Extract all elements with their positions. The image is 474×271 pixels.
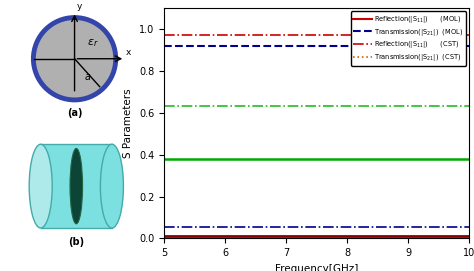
Legend: Reflection(|S$_{11}$|)      (MOL), Transmission(|S$_{21}$|)  (MOL), Reflection(|: Reflection(|S$_{11}$|) (MOL), Transmissi… bbox=[351, 11, 466, 66]
Text: (a): (a) bbox=[67, 108, 82, 118]
Ellipse shape bbox=[70, 149, 82, 224]
Text: a: a bbox=[85, 72, 91, 82]
Text: $\varepsilon_r$: $\varepsilon_r$ bbox=[87, 37, 99, 49]
X-axis label: Frequency[GHz]: Frequency[GHz] bbox=[275, 264, 358, 271]
Ellipse shape bbox=[29, 144, 52, 228]
Ellipse shape bbox=[100, 144, 123, 228]
Y-axis label: S Parameters: S Parameters bbox=[123, 89, 133, 158]
Circle shape bbox=[35, 19, 115, 99]
Polygon shape bbox=[41, 144, 112, 228]
Text: (b): (b) bbox=[68, 237, 84, 247]
Text: y: y bbox=[76, 2, 82, 11]
Text: x: x bbox=[126, 48, 132, 57]
